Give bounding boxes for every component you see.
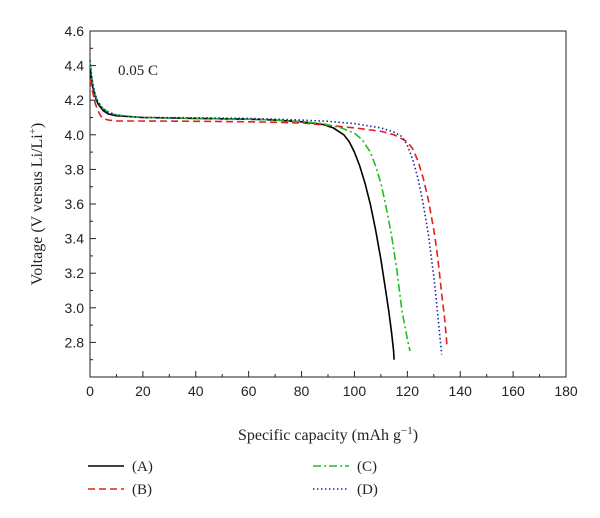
x-axis-title: Specific capacity (mAh g−1) bbox=[238, 425, 418, 444]
y-tick-label: 4.2 bbox=[65, 92, 85, 108]
plot-frame bbox=[89, 30, 567, 378]
x-tick-label: 120 bbox=[396, 383, 420, 399]
y-tick-label: 4.0 bbox=[65, 127, 85, 143]
annotation-rate: 0.05 C bbox=[118, 63, 158, 79]
x-tick-label: 100 bbox=[343, 383, 367, 399]
y-tick-label: 3.0 bbox=[65, 300, 85, 316]
x-axis: 0 20 40 60 80 100 120 140 160 180 bbox=[86, 371, 578, 399]
y-axis-title: Voltage (V versus Li/Li+) bbox=[27, 123, 46, 286]
series-line-a bbox=[89, 65, 395, 360]
x-tick-label: 180 bbox=[554, 383, 578, 399]
x-tick-label: 40 bbox=[188, 383, 204, 399]
y-tick-label: 2.8 bbox=[65, 334, 85, 350]
x-tick-label: 80 bbox=[294, 383, 310, 399]
y-tick-label: 4.4 bbox=[65, 58, 85, 74]
legend-label: (C) bbox=[357, 459, 377, 475]
y-tick-label: 3.6 bbox=[65, 196, 85, 212]
legend: (A) (B) (C) (D) bbox=[88, 459, 378, 498]
x-tick-label: 20 bbox=[135, 383, 151, 399]
y-tick-label: 3.2 bbox=[65, 265, 85, 281]
legend-label: (D) bbox=[357, 482, 378, 498]
x-tick-label: 60 bbox=[241, 383, 257, 399]
series-group bbox=[89, 60, 448, 360]
legend-label: (A) bbox=[132, 459, 153, 475]
y-tick-label: 4.6 bbox=[65, 23, 85, 39]
x-tick-label: 140 bbox=[449, 383, 473, 399]
series-line-c bbox=[89, 62, 411, 352]
legend-label: (B) bbox=[132, 482, 152, 498]
x-tick-label: 0 bbox=[86, 383, 94, 399]
series-line-d bbox=[89, 60, 443, 355]
y-axis: 2.8 3.0 3.2 3.4 3.6 3.8 4.0 4.2 4.4 4.6 bbox=[65, 23, 96, 361]
y-tick-label: 3.4 bbox=[65, 231, 85, 247]
y-tick-label: 3.8 bbox=[65, 161, 85, 177]
series-line-b bbox=[89, 79, 448, 348]
x-tick-label: 160 bbox=[501, 383, 525, 399]
